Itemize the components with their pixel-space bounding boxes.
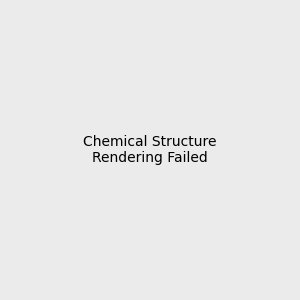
Text: Chemical Structure
Rendering Failed: Chemical Structure Rendering Failed	[83, 135, 217, 165]
